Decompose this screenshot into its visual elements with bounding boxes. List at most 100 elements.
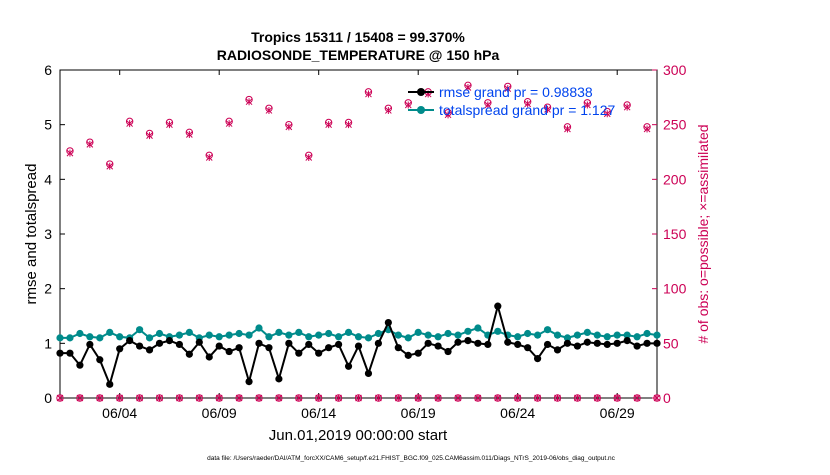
totalspread-point bbox=[205, 331, 213, 339]
totalspread-point bbox=[583, 328, 591, 336]
rmse-point bbox=[474, 339, 482, 347]
rmse-point bbox=[215, 342, 223, 350]
totalspread-point bbox=[414, 328, 422, 336]
totalspread-point bbox=[325, 329, 333, 338]
totalspread-point bbox=[613, 331, 621, 339]
legend: rmse grand pr = 0.98838 totalspread gran… bbox=[408, 84, 616, 118]
totalspread-point bbox=[653, 331, 661, 339]
rmse-point bbox=[145, 346, 154, 354]
totalspread-point bbox=[464, 327, 472, 335]
rmse-point bbox=[464, 337, 472, 345]
totalspread-point bbox=[444, 329, 452, 338]
obs-assimilated-point bbox=[305, 153, 313, 161]
totalspread-point bbox=[454, 331, 462, 339]
totalspread-point bbox=[305, 333, 313, 341]
x-tick-label: 06/09 bbox=[202, 405, 237, 421]
rmse-point bbox=[384, 318, 392, 327]
rmse-point bbox=[414, 349, 422, 357]
obs-assimilated-point bbox=[235, 394, 243, 402]
series-layer bbox=[56, 81, 661, 402]
totalspread-point bbox=[76, 329, 84, 338]
totalspread-point bbox=[145, 334, 154, 342]
y-left-tick-label: 6 bbox=[44, 62, 52, 78]
rmse-point bbox=[225, 347, 233, 356]
rmse-point bbox=[165, 337, 174, 345]
obs-assimilated-point bbox=[265, 106, 273, 114]
rmse-point bbox=[434, 342, 442, 350]
totalspread-point bbox=[185, 328, 193, 336]
obs-assimilated-point bbox=[215, 394, 223, 402]
rmse-point bbox=[66, 349, 74, 357]
rmse-point bbox=[325, 344, 333, 352]
obs-assimilated-point bbox=[524, 100, 532, 108]
totalspread-point bbox=[643, 329, 651, 338]
y-right-tick-label: 150 bbox=[663, 226, 687, 242]
rmse-point bbox=[524, 344, 532, 352]
obs-assimilated-point bbox=[394, 394, 402, 402]
y-right-tick-label: 100 bbox=[663, 281, 687, 297]
rmse-point bbox=[643, 339, 651, 347]
obs-assimilated-point bbox=[643, 125, 651, 133]
rmse-point bbox=[136, 342, 144, 350]
x-axis-label: Jun.01,2019 00:00:00 start bbox=[269, 427, 448, 444]
rmse-point bbox=[344, 362, 353, 370]
obs-assimilated-point bbox=[345, 121, 352, 129]
x-tick-label: 06/14 bbox=[301, 405, 336, 421]
obs-assimilated-point bbox=[66, 149, 74, 157]
totalspread-point bbox=[394, 331, 402, 339]
obs-assimilated-point bbox=[146, 132, 153, 140]
legend-spread-label: totalspread grand pr = 1.127 bbox=[439, 102, 616, 118]
rmse-point bbox=[374, 339, 382, 347]
rmse-point bbox=[593, 339, 601, 347]
rmse-point bbox=[335, 340, 343, 349]
obs-assimilated-point bbox=[544, 105, 551, 113]
totalspread-point bbox=[56, 334, 64, 342]
obs-assimilated-point bbox=[494, 394, 502, 402]
obs-assimilated-point bbox=[225, 120, 233, 128]
obs-assimilated-point bbox=[275, 394, 283, 402]
totalspread-point bbox=[494, 327, 502, 335]
rmse-point bbox=[185, 350, 193, 358]
obs-assimilated-point bbox=[255, 394, 263, 402]
totalspread-point bbox=[245, 331, 253, 339]
obs-assimilated-point bbox=[96, 394, 104, 402]
obs-assimilated-point bbox=[574, 394, 581, 402]
rmse-point bbox=[484, 340, 492, 349]
rmse-point bbox=[394, 344, 402, 352]
totalspread-point bbox=[563, 334, 572, 342]
totalspread-point bbox=[344, 328, 353, 336]
obs-assimilated-point bbox=[444, 111, 452, 119]
obs-assimilated-point bbox=[355, 394, 362, 402]
footnote: data file: /Users/raeder/DAI/ATM_forcXX/… bbox=[207, 455, 616, 462]
rmse-point bbox=[245, 378, 253, 386]
obs-assimilated-point bbox=[126, 120, 134, 128]
obs-assimilated-point bbox=[414, 394, 422, 402]
obs-assimilated-point bbox=[205, 153, 213, 161]
obs-assimilated-point bbox=[454, 394, 462, 402]
obs-assimilated-point bbox=[653, 394, 661, 402]
totalspread-point bbox=[335, 333, 343, 341]
totalspread-point bbox=[96, 334, 104, 342]
totalspread-point bbox=[155, 329, 164, 338]
totalspread-point bbox=[573, 331, 582, 339]
rmse-point bbox=[633, 342, 641, 350]
obs-assimilated-point bbox=[285, 123, 293, 131]
rmse-point bbox=[623, 337, 631, 345]
totalspread-point bbox=[315, 331, 323, 339]
obs-assimilated-point bbox=[116, 394, 124, 402]
obs-assimilated-point bbox=[315, 394, 323, 402]
obs-assimilated-point bbox=[434, 394, 442, 402]
obs-assimilated-point bbox=[613, 394, 621, 402]
rmse-point bbox=[116, 345, 124, 353]
totalspread-point bbox=[265, 333, 273, 341]
rmse-point bbox=[534, 355, 542, 363]
rmse-point bbox=[255, 339, 263, 347]
y-right-tick-label: 250 bbox=[663, 117, 687, 133]
rmse-point bbox=[404, 351, 412, 359]
totalspread-point bbox=[255, 324, 263, 332]
y-axis-right: 0 50 100 150 200 250 300 bbox=[652, 62, 687, 406]
rmse-point bbox=[583, 338, 591, 346]
x-tick-label: 06/24 bbox=[500, 405, 535, 421]
